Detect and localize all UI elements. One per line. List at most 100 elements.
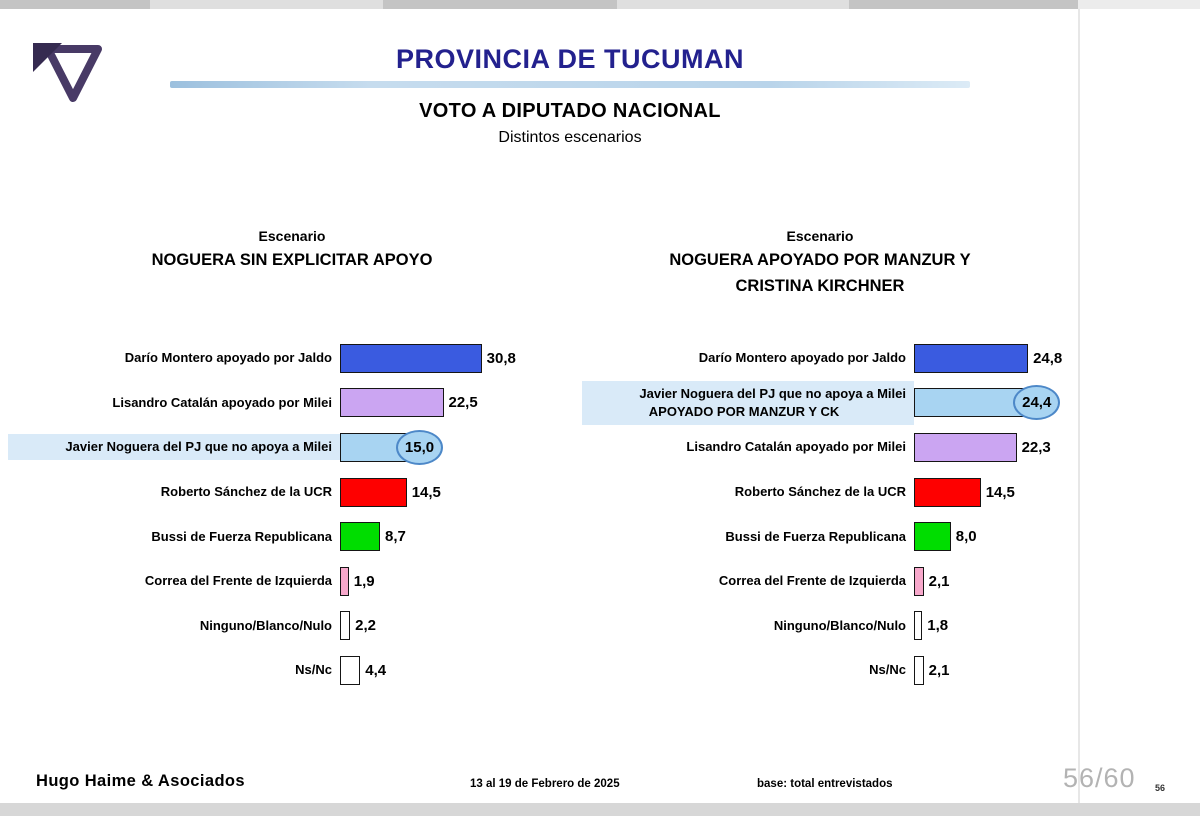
page-indicator: 56/60 (1063, 763, 1136, 793)
chart-row: Ninguno/Blanco/Nulo 2,2 (8, 604, 580, 649)
category-label: Darío Montero apoyado por Jaldo (698, 350, 906, 366)
category-label: Ninguno/Blanco/Nulo (773, 617, 906, 633)
right-border-artifact (1078, 9, 1080, 803)
category-label: Lisandro Catalán apoyado por Milei (112, 394, 332, 410)
category-label: Correa del Frente de Izquierda (718, 573, 906, 589)
bar (340, 477, 407, 507)
chart-1-rows: Darío Montero apoyado por Jaldo 30,8 Lisan… (8, 336, 580, 693)
value-label: 8,7 (385, 528, 406, 546)
scenario-title-line: NOGUERA SIN EXPLICITAR APOYO (151, 251, 433, 269)
scenario-2-title: NOGUERA APOYADO POR MANZUR Y CRISTINA KI… (600, 247, 1040, 299)
chart-row: Ns/Nc 2,1 (582, 648, 1196, 693)
chart-row: Ns/Nc 4,4 (8, 648, 580, 693)
slide-header: PROVINCIA DE TUCUMAN VOTO A DIPUTADO NAC… (170, 44, 970, 147)
chart-row: Roberto Sánchez de la UCR 14,5 (8, 470, 580, 515)
category-label: Ns/Nc (869, 662, 906, 678)
value-label: 14,5 (411, 483, 441, 501)
bar (914, 566, 924, 596)
value-label: 2,2 (355, 617, 376, 635)
value-label: 2,1 (928, 572, 950, 590)
category-label: Bussi de Fuerza Republicana (725, 528, 906, 544)
chart-row: Bussi de Fuerza Republicana 8,7 (8, 514, 580, 559)
bar-track: 1,8 (914, 611, 1196, 641)
value-label: 1,8 (927, 617, 949, 635)
chart-row: Ninguno/Blanco/Nulo 1,8 (582, 604, 1196, 649)
scenario-title-line: CRISTINA KIRCHNER (735, 277, 905, 295)
value-label: 8,0 (955, 528, 977, 546)
bar (340, 611, 351, 641)
bar (340, 655, 361, 685)
base-note: base: total entrevistados (757, 778, 893, 790)
scenario-2-label: Escenario (786, 228, 854, 244)
chart-row: Lisandro Catalán apoyado por Milei 22,3 (582, 425, 1196, 470)
bar-track: 4,4 (340, 655, 580, 685)
bar (340, 388, 444, 418)
value-label: 1,9 (353, 572, 375, 590)
top-border-segment (617, 0, 849, 9)
chart-row: Darío Montero apoyado por Jaldo 30,8 (8, 336, 580, 381)
category-label: Ns/Nc (295, 662, 332, 678)
bar-track: 14,5 (340, 477, 580, 507)
page-tagline: Distintos escenarios (498, 129, 642, 146)
value-label: 4,4 (365, 661, 387, 679)
top-border-artifact (0, 0, 1200, 9)
value-label-circled: 15,0 (396, 429, 443, 465)
bar (914, 388, 1027, 418)
top-border-segment (1078, 0, 1200, 9)
fieldwork-dates: 13 al 19 de Febrero de 2025 (470, 778, 620, 790)
value-label: 24,8 (1033, 349, 1063, 367)
bar-track: 15,0 (340, 429, 580, 465)
bar (340, 343, 482, 373)
chart-row: Correa del Frente de Izquierda 1,9 (8, 559, 580, 604)
bar-track: 2,2 (340, 611, 580, 641)
bar (914, 343, 1029, 373)
chart-row: Javier Noguera del PJ que no apoya a Mil… (582, 380, 1196, 426)
category-label: Lisandro Catalán apoyado por Milei (686, 439, 906, 455)
chart-row: Correa del Frente de Izquierda 2,1 (582, 559, 1196, 604)
category-label: Javier Noguera del PJ que no apoya a Mil… (8, 434, 340, 461)
bar-track: 2,1 (914, 566, 1196, 596)
value-label: 30,8 (486, 349, 516, 367)
category-label: Bussi de Fuerza Republicana (151, 528, 332, 544)
scenario-1-header: Escenario NOGUERA SIN EXPLICITAR APOYO (62, 228, 522, 273)
scenario-1-label: Escenario (258, 228, 326, 244)
chart-row: Lisandro Catalán apoyado por Milei 22,5 (8, 381, 580, 426)
slide-number: 56 (1155, 783, 1166, 793)
chart-row: Javier Noguera del PJ que no apoya a Mil… (8, 425, 580, 470)
scenario-1-title: NOGUERA SIN EXPLICITAR APOYO (62, 247, 522, 273)
bar (340, 566, 349, 596)
category-label: Darío Montero apoyado por Jaldo (124, 350, 332, 366)
category-label: Ninguno/Blanco/Nulo (199, 617, 332, 633)
bar-track: 24,4 (914, 385, 1196, 421)
value-label: 22,3 (1021, 438, 1051, 456)
bar-track: 14,5 (914, 477, 1196, 507)
bar (914, 522, 951, 552)
chart-row: Bussi de Fuerza Republicana 8,0 (582, 514, 1196, 559)
page-subtitle: VOTO A DIPUTADO NACIONAL (419, 100, 721, 122)
bar-track: 22,3 (914, 432, 1196, 462)
bar-track: 24,8 (914, 343, 1196, 373)
chart-row: Roberto Sánchez de la UCR 14,5 (582, 470, 1196, 515)
value-label: 22,5 (448, 394, 478, 412)
bar (914, 477, 981, 507)
hugo-haime-logo-icon (30, 40, 102, 109)
bar (914, 611, 923, 641)
category-label: Correa del Frente de Izquierda (144, 573, 332, 589)
bar-track: 8,7 (340, 522, 580, 552)
value-label: 2,1 (928, 661, 950, 679)
page-title: PROVINCIA DE TUCUMAN (395, 44, 744, 74)
bar-track: 8,0 (914, 522, 1196, 552)
company-name: Hugo Haime & Asociados (36, 772, 245, 790)
bar-track: 30,8 (340, 343, 580, 373)
bar-track: 1,9 (340, 566, 580, 596)
top-border-segment (150, 0, 383, 9)
category-label: Javier Noguera del PJ que no apoya a Mil… (582, 380, 914, 425)
title-underline (170, 81, 970, 88)
bar (914, 432, 1017, 462)
value-label-circled: 24,4 (1013, 385, 1061, 421)
bar (340, 522, 381, 552)
scenario-2-header: Escenario NOGUERA APOYADO POR MANZUR Y C… (600, 228, 1040, 299)
bar-track: 2,1 (914, 655, 1196, 685)
category-label: Roberto Sánchez de la UCR (734, 484, 906, 500)
